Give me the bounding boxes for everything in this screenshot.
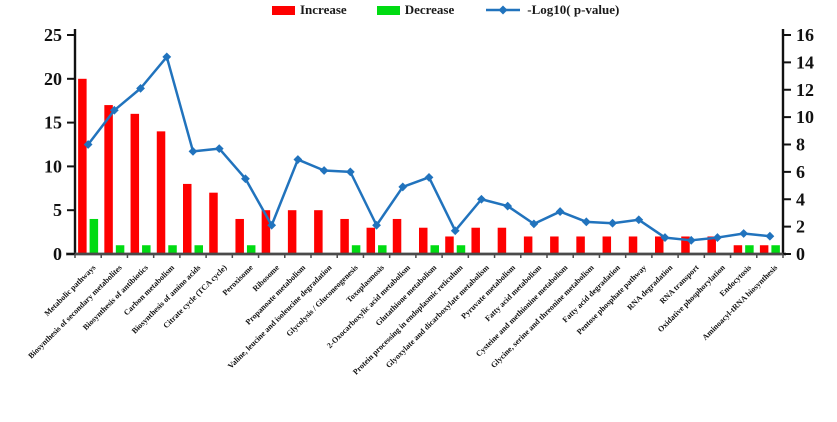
decrease-swatch-icon — [376, 5, 400, 15]
increase-bar — [287, 210, 297, 254]
decrease-bar — [745, 245, 754, 254]
pvalue-marker-icon — [608, 218, 617, 228]
increase-bar — [445, 236, 454, 254]
x-axis-label: RNA degradation — [625, 263, 674, 312]
chart-legend: Increase Decrease -Log10( p-value) — [272, 2, 619, 18]
pvalue-marker-icon — [477, 194, 486, 204]
increase-bar — [576, 236, 585, 254]
pvalue-marker-icon — [214, 144, 224, 154]
pvalue-marker-icon — [529, 219, 539, 229]
y-axis-tick-label-left: 10 — [44, 156, 62, 176]
pvalue-marker-icon — [398, 182, 408, 192]
increase-bar — [156, 131, 166, 254]
pvalue-marker-icon — [581, 217, 591, 227]
pvalue-marker-icon — [162, 52, 172, 62]
pvalue-marker-icon — [319, 166, 329, 175]
increase-bar — [78, 78, 87, 254]
y-axis-tick-label-right: 0 — [796, 244, 805, 264]
pvalue-marker-icon — [109, 105, 119, 115]
y-axis-tick-label-right: 6 — [796, 162, 805, 182]
increase-bar — [130, 113, 140, 254]
legend-label-decrease: Decrease — [404, 2, 455, 17]
y-axis-tick-label-left: 0 — [53, 244, 62, 264]
pvalue-marker-icon — [686, 235, 696, 245]
increase-bar — [104, 105, 113, 254]
pvalue-marker-icon — [241, 174, 250, 184]
decrease-bar — [456, 245, 466, 254]
y-axis-tick-label-left: 15 — [44, 113, 62, 133]
pvalue-marker-icon — [555, 207, 565, 216]
decrease-bar — [771, 245, 780, 254]
increase-bar — [419, 227, 428, 254]
pvalue-marker-icon — [345, 167, 355, 177]
pvalue-marker-icon — [634, 215, 644, 225]
increase-bar — [497, 227, 507, 254]
y-axis-tick-label-left: 20 — [44, 69, 62, 89]
pvalue-marker-icon — [713, 233, 722, 242]
increase-bar — [550, 236, 559, 254]
increase-bar — [707, 236, 716, 254]
pvalue-line-swatch-icon — [486, 5, 521, 15]
increase-bar — [183, 183, 192, 254]
increase-bar — [759, 245, 769, 254]
decrease-bar — [378, 245, 387, 254]
legend-item-decrease: Decrease — [376, 2, 455, 18]
increase-bar — [628, 236, 638, 254]
y-axis-tick-label-left: 25 — [44, 25, 62, 45]
decrease-bar — [142, 245, 151, 254]
legend-item-pvalue: -Log10( p-value) — [484, 2, 619, 18]
y-axis-tick-label-right: 12 — [796, 80, 814, 100]
increase-bar — [235, 218, 244, 254]
increase-bar — [655, 236, 664, 254]
increase-bar — [523, 236, 533, 254]
pvalue-marker-icon — [765, 231, 775, 241]
pvalue-marker-icon — [83, 140, 93, 149]
pvalue-marker-icon — [267, 220, 277, 230]
y-axis-tick-label-right: 8 — [796, 135, 805, 155]
decrease-bar — [115, 245, 125, 254]
y-axis-tick-label-right: 10 — [796, 107, 814, 127]
increase-bar — [681, 236, 690, 254]
pvalue-marker-icon — [503, 201, 513, 211]
pvalue-marker-icon — [372, 220, 381, 230]
legend-label-pvalue: -Log10( p-value) — [527, 2, 620, 17]
decrease-bar — [430, 245, 439, 254]
increase-bar — [471, 227, 480, 254]
pvalue-marker-icon — [293, 155, 303, 164]
increase-bar — [733, 245, 743, 254]
y-axis-tick-label-right: 4 — [796, 189, 805, 209]
pvalue-marker-icon — [188, 146, 198, 156]
pvalue-marker-icon — [136, 83, 145, 93]
increase-bar — [366, 227, 376, 254]
legend-label-increase: Increase — [300, 2, 347, 17]
increase-bar — [209, 192, 218, 254]
decrease-bar — [246, 245, 256, 254]
y-axis-tick-label-right: 2 — [796, 217, 805, 237]
y-axis-tick-label-left: 5 — [53, 200, 62, 220]
increase-bar — [392, 218, 402, 254]
legend-item-increase: Increase — [272, 2, 347, 18]
x-axis-label: Biosynthesis of secondary metabolites — [26, 263, 123, 360]
decrease-bar — [168, 245, 177, 254]
pvalue-marker-icon — [660, 233, 670, 242]
pvalue-marker-icon — [739, 229, 749, 238]
y-axis-tick-label-right: 14 — [796, 52, 814, 72]
increase-bar — [340, 218, 349, 254]
y-axis-tick-label-right: 16 — [796, 25, 814, 45]
increase-swatch-icon — [272, 5, 295, 15]
pvalue-marker-icon — [450, 226, 460, 236]
increase-bar — [314, 210, 323, 254]
decrease-bar — [351, 245, 361, 254]
decrease-bar — [194, 245, 203, 254]
pvalue-marker-icon — [424, 172, 434, 182]
increase-bar — [261, 210, 271, 254]
increase-bar — [602, 236, 612, 254]
decrease-bar — [89, 218, 99, 254]
